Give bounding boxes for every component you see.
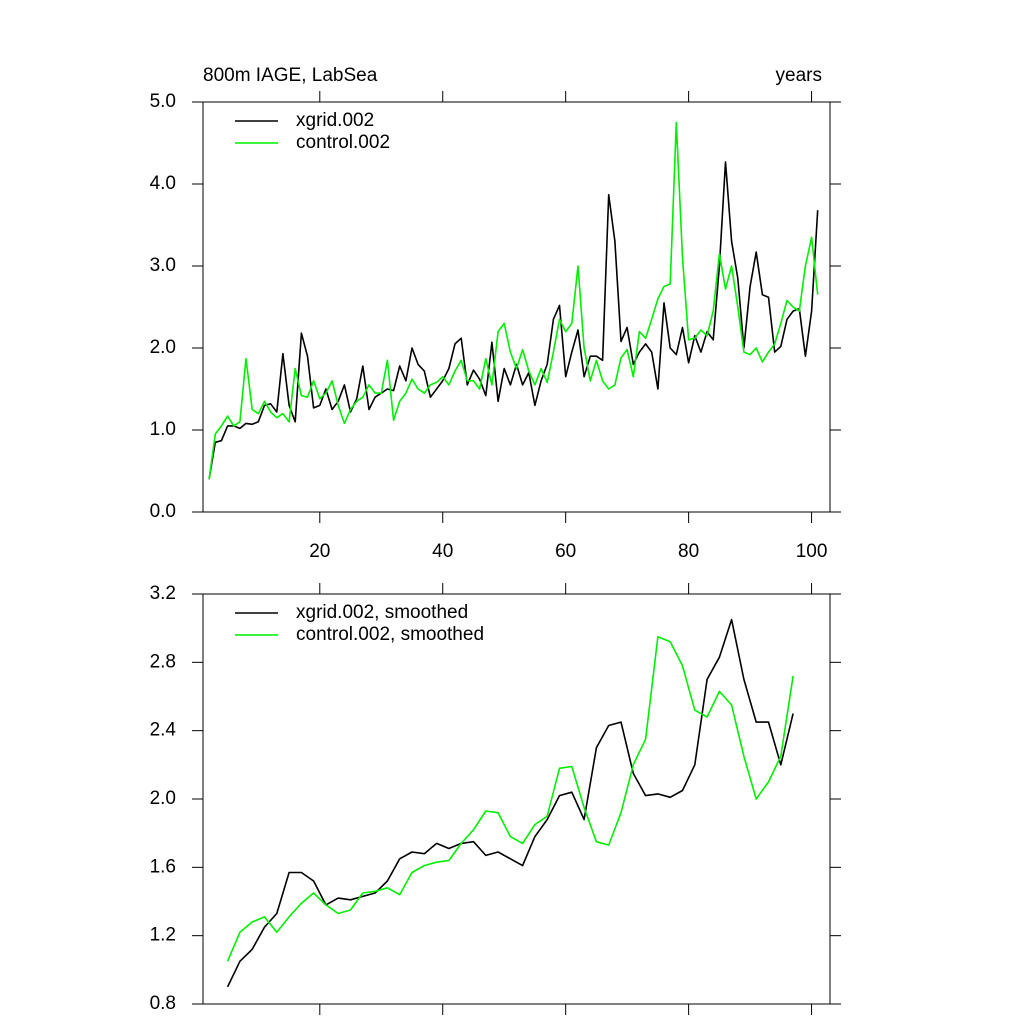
y-tick-label: 0.8 xyxy=(150,993,176,1014)
y-tick-label: 2.8 xyxy=(150,651,176,672)
y-tick-label: 2.0 xyxy=(150,337,176,358)
y-tick-label: 5.0 xyxy=(150,91,176,112)
x-tick-label: 20 xyxy=(309,541,330,562)
data-line xyxy=(226,635,794,962)
data-line xyxy=(208,161,819,480)
y-tick-label: 3.2 xyxy=(150,583,176,604)
data-line xyxy=(208,121,819,480)
x-tick-label: 60 xyxy=(555,541,576,562)
legend-label: xgrid.002 xyxy=(296,110,374,131)
y-tick-label: 2.4 xyxy=(150,720,177,741)
x-tick-label: 80 xyxy=(678,541,699,562)
axis-label: years xyxy=(776,65,822,86)
x-tick-label: 40 xyxy=(432,541,453,562)
y-tick-label: 2.0 xyxy=(150,788,176,809)
y-tick-label: 1.2 xyxy=(150,925,176,946)
plot-frame xyxy=(202,101,831,513)
y-tick-label: 4.0 xyxy=(150,173,176,194)
legend-label: xgrid.002, smoothed xyxy=(296,602,468,623)
legend-label: control.002, smoothed xyxy=(296,624,484,645)
y-tick-label: 1.0 xyxy=(150,419,176,440)
y-tick-label: 3.0 xyxy=(150,255,176,276)
chart-title: 800m IAGE, LabSea xyxy=(203,65,378,86)
x-tick-label: 100 xyxy=(796,541,828,562)
data-line xyxy=(226,618,794,988)
y-tick-label: 1.6 xyxy=(150,856,176,877)
legend-label: control.002 xyxy=(296,132,390,153)
plot-frame xyxy=(202,593,831,1005)
y-tick-label: 0.0 xyxy=(150,501,176,522)
